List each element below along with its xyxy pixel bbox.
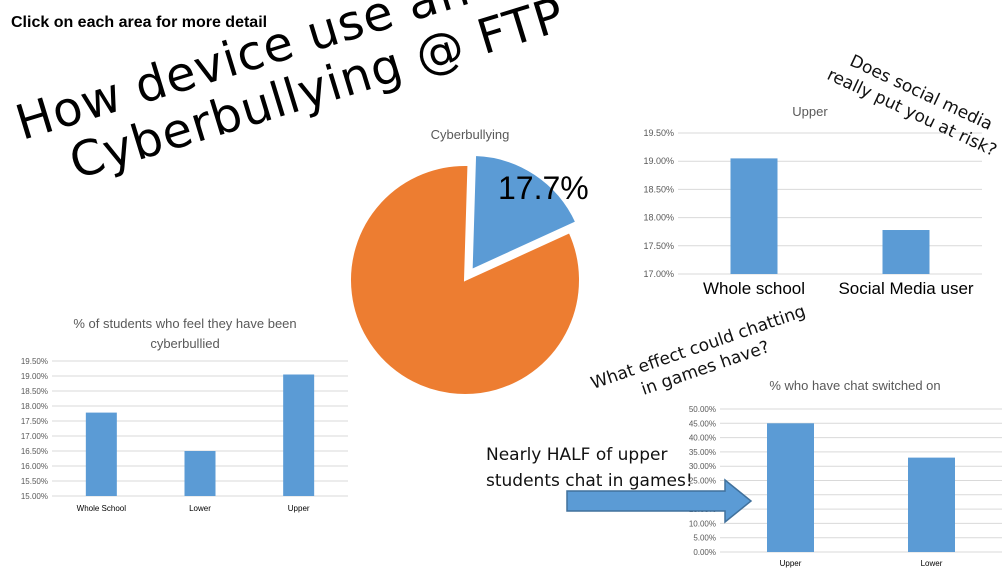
category-label: Whole school	[703, 279, 805, 298]
half-upper-note: Nearly HALF of upper students chat in ga…	[486, 442, 693, 494]
bar	[767, 423, 814, 552]
right-arrow-icon	[566, 478, 753, 524]
y-tick-label: 10.00%	[689, 519, 716, 528]
y-tick-label: 5.00%	[693, 534, 716, 543]
category-label: Lower	[921, 559, 943, 568]
feel-bar-chart: 15.00% 15.50% 16.00% 16.50% 17.00% 17.50% 18.0…	[21, 357, 348, 513]
half-upper-note-line1: Nearly HALF of upper	[486, 445, 668, 465]
half-upper-note-line2: students chat in games!	[486, 471, 693, 491]
y-tick-label: 17.00%	[643, 269, 674, 279]
pie-slice-large	[349, 164, 581, 396]
y-tick-label: 18.50%	[643, 184, 674, 194]
pie-chart-title: Cyberbullying	[430, 127, 510, 142]
upper-bar-chart: 17.00% 17.50% 18.00% 18.50% 19.00% 19.50% Whol…	[643, 128, 982, 298]
y-tick-label: 18.00%	[643, 213, 674, 223]
y-tick-label: 17.50%	[21, 417, 48, 426]
feel-chart-title-line2: cyberbullied	[150, 336, 220, 351]
y-tick-label: 18.00%	[21, 402, 48, 411]
y-tick-label: 40.00%	[689, 434, 716, 443]
chat-chart-title: % who have chat switched on	[769, 378, 941, 393]
category-label: Upper	[780, 559, 802, 568]
y-tick-label: 16.00%	[21, 462, 48, 471]
category-label: Social Media user	[838, 279, 973, 298]
bar	[85, 412, 117, 496]
bar	[908, 457, 955, 552]
y-tick-label: 19.00%	[21, 372, 48, 381]
y-tick-label: 0.00%	[693, 548, 716, 557]
category-label: Upper	[288, 504, 310, 513]
pie-data-label: 17.7%	[498, 170, 589, 206]
y-tick-label: 25.00%	[689, 477, 716, 486]
y-tick-label: 17.00%	[21, 432, 48, 441]
y-tick-label: 50.00%	[689, 405, 716, 414]
upper-chart-title: Upper	[792, 104, 828, 119]
bar	[730, 158, 778, 274]
category-label: Whole School	[77, 504, 127, 513]
y-tick-label: 45.00%	[689, 419, 716, 428]
feel-chart-title-line1: % of students who feel they have been	[73, 316, 297, 331]
y-tick-label: 19.50%	[21, 357, 48, 366]
bar	[882, 230, 930, 274]
y-tick-label: 15.50%	[21, 477, 48, 486]
y-tick-label: 19.00%	[643, 156, 674, 166]
category-label: Lower	[189, 504, 211, 513]
instruction-text: Click on each area for more detail	[11, 14, 268, 31]
pie-chart	[349, 154, 581, 396]
feel-chart-title: % of students who feel they have been cy…	[40, 314, 330, 354]
y-tick-label: 18.50%	[21, 387, 48, 396]
y-tick-label: 19.50%	[643, 128, 674, 138]
bar	[184, 451, 216, 496]
chat-bar-chart: 0.00%5.00%10.00%15.00%20.00%25.00%30.00%…	[689, 405, 1002, 568]
pie-slice-small	[470, 154, 578, 272]
y-tick-label: 16.50%	[21, 447, 48, 456]
bar	[283, 374, 315, 496]
y-tick-label: 30.00%	[689, 462, 716, 471]
y-tick-label: 15.00%	[21, 492, 48, 501]
y-tick-label: 17.50%	[643, 241, 674, 251]
y-tick-label: 35.00%	[689, 448, 716, 457]
